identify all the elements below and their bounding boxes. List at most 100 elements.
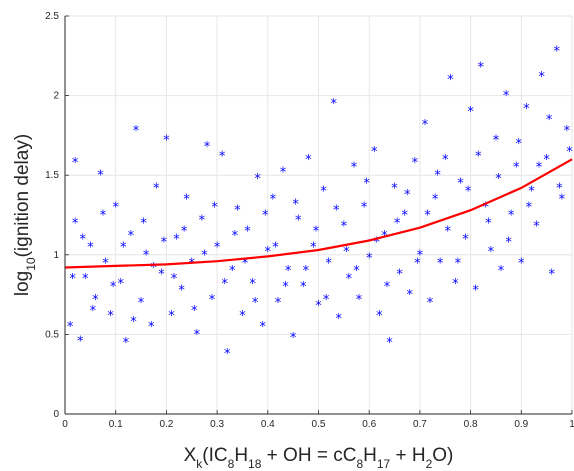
y-tick-label: 1 <box>53 250 59 261</box>
data-point-marker: * <box>232 229 239 244</box>
data-point-marker: * <box>229 264 236 279</box>
y-axis-title: log10(ignition delay) <box>12 134 38 296</box>
data-point-marker: * <box>528 185 535 200</box>
data-point-marker: * <box>366 251 373 266</box>
data-point-marker: * <box>333 204 340 219</box>
data-point-marker: * <box>140 216 147 231</box>
data-point-marker: * <box>391 181 398 196</box>
data-point-marker: * <box>361 201 368 216</box>
x-tick-label: 0.8 <box>464 419 478 430</box>
data-point-marker: * <box>508 209 515 224</box>
data-point-marker: * <box>161 236 168 251</box>
data-point-marker: * <box>272 240 279 255</box>
axes <box>64 15 573 415</box>
tick-labels: 0 0.1 0.2 0.3 0.4 0.5 0.6 0.7 0.8 0.9 1 0 0.5 1 1.5 2 2.… <box>45 11 574 430</box>
data-point-marker: * <box>518 256 525 271</box>
data-point-marker: * <box>72 216 79 231</box>
data-point-marker: * <box>219 150 226 165</box>
data-point-marker: * <box>252 296 259 311</box>
data-point-marker: * <box>214 240 221 255</box>
data-point-marker: * <box>90 304 97 319</box>
data-point-marker: * <box>533 220 540 235</box>
data-point-marker: * <box>290 331 297 346</box>
data-point-marker: * <box>374 236 381 251</box>
data-point-marker: * <box>143 248 150 263</box>
x-tick-label: 0.3 <box>210 419 224 430</box>
data-point-marker: * <box>158 267 165 282</box>
data-point-marker: * <box>325 256 332 271</box>
data-point-marker: * <box>275 296 282 311</box>
data-point-marker: * <box>82 272 89 287</box>
data-point-marker: * <box>485 216 492 231</box>
data-point-marker: * <box>427 296 434 311</box>
data-point-marker: * <box>566 145 573 160</box>
x-tick-label: 0.4 <box>261 419 275 430</box>
data-point-marker: * <box>133 124 140 139</box>
x-tick-label: 0.9 <box>514 419 528 430</box>
data-point-marker: * <box>330 97 337 112</box>
data-point-marker: * <box>455 256 462 271</box>
data-point-marker: * <box>67 320 74 335</box>
data-point-marker: * <box>462 232 469 247</box>
data-point-marker: * <box>556 181 563 196</box>
data-point-marker: * <box>437 256 444 271</box>
data-point-marker: * <box>538 70 545 85</box>
x-tick-label: 0.1 <box>109 419 123 430</box>
scatter-points: * * * * * * * * * * * * * * * * * * * * * * * * * * * * * * * * * * * * * * * *… <box>67 45 573 362</box>
data-point-marker: * <box>445 224 452 239</box>
data-point-marker: * <box>407 288 414 303</box>
data-point-marker: * <box>211 201 218 216</box>
data-point-marker: * <box>543 153 550 168</box>
data-point-marker: * <box>270 193 277 208</box>
x-tick-label: 0.5 <box>312 419 326 430</box>
data-point-marker: * <box>434 169 441 184</box>
data-point-marker: * <box>150 261 157 276</box>
data-point-marker: * <box>234 204 241 219</box>
data-point-marker: * <box>422 118 429 133</box>
data-point-marker: * <box>356 293 363 308</box>
data-point-marker: * <box>536 161 543 176</box>
data-point-marker: * <box>477 60 484 75</box>
data-point-marker: * <box>249 277 256 292</box>
data-point-marker: * <box>346 272 353 287</box>
data-point-marker: * <box>224 347 231 362</box>
data-point-marker: * <box>343 245 350 260</box>
data-point-marker: * <box>303 264 310 279</box>
data-point-marker: * <box>384 280 391 295</box>
data-point-marker: * <box>118 277 125 292</box>
data-point-marker: * <box>244 224 251 239</box>
data-point-marker: * <box>123 336 130 351</box>
data-point-marker: * <box>259 320 266 335</box>
data-point-marker: * <box>498 264 505 279</box>
trend-line-path <box>64 158 573 269</box>
data-point-marker: * <box>336 312 343 327</box>
x-tick-label: 0.6 <box>362 419 376 430</box>
data-point-marker: * <box>77 334 84 349</box>
data-point-marker: * <box>503 89 510 104</box>
data-point-marker: * <box>310 240 317 255</box>
data-point-marker: * <box>465 185 472 200</box>
data-point-marker: * <box>100 209 107 224</box>
data-point-marker: * <box>351 161 358 176</box>
data-point-marker: * <box>516 137 523 152</box>
data-point-marker: * <box>285 264 292 279</box>
data-point-marker: * <box>168 309 175 324</box>
data-point-marker: * <box>239 309 246 324</box>
data-point-marker: * <box>401 209 408 224</box>
data-point-marker: * <box>282 280 289 295</box>
y-tick-label: 2.5 <box>45 11 59 22</box>
data-point-marker: * <box>178 283 185 298</box>
y-tick-label: 0 <box>53 409 59 420</box>
x-tick-label: 0.7 <box>413 419 427 430</box>
data-point-marker: * <box>102 256 109 271</box>
data-point-marker: * <box>204 140 211 155</box>
data-point-marker: * <box>201 248 208 263</box>
data-point-marker: * <box>92 293 99 308</box>
data-point-marker: * <box>505 236 512 251</box>
data-point-marker: * <box>457 177 464 192</box>
data-point-marker: * <box>452 277 459 292</box>
data-point-marker: * <box>414 256 421 271</box>
data-point-marker: * <box>320 185 327 200</box>
data-point-marker: * <box>110 280 117 295</box>
